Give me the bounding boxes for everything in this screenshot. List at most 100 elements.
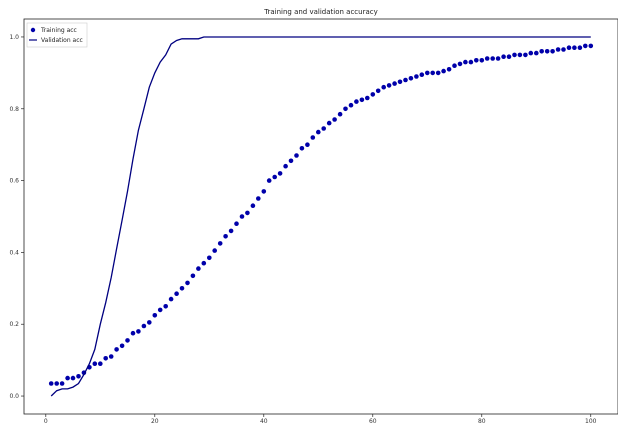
training-acc-point [446,67,452,72]
training-acc-point [381,84,387,90]
training-acc-point [136,329,141,334]
series-layer [48,36,594,397]
training-acc-point [310,135,316,140]
training-acc-point [534,50,539,56]
training-acc-point [419,72,425,77]
training-acc-point [425,70,430,76]
training-acc-point [212,248,217,253]
y-tick-label: 0.2 [9,321,19,328]
training-acc-point [190,273,196,279]
training-acc-point [539,49,544,54]
training-acc-point [435,70,441,76]
training-acc-point [261,189,267,194]
legend-training-label: Training acc [40,27,77,34]
training-acc-point [152,313,158,318]
training-acc-point [441,68,446,74]
training-acc-point [255,196,261,201]
training-acc-point [223,234,228,239]
training-acc-point [403,77,408,83]
training-acc-point [528,50,534,56]
x-tick-label: 60 [369,418,377,423]
training-acc-point [141,323,147,329]
training-acc-point [501,54,506,59]
training-acc-point [108,354,114,359]
training-acc-point [397,79,403,85]
training-acc-point [234,221,239,226]
plot-frame [23,18,618,415]
training-acc-point [207,255,212,261]
training-acc-point [375,88,381,94]
training-acc-point [348,102,354,108]
training-acc-point [365,95,370,101]
training-acc-point [228,228,234,234]
training-acc-point [506,54,512,59]
training-acc-point [92,361,98,367]
training-acc-point [130,330,136,336]
training-acc-point [65,375,70,381]
training-acc-point [163,304,168,309]
training-acc-point [512,52,517,58]
x-tick-label: 80 [478,418,486,423]
x-tick-label: 0 [44,418,48,423]
training-acc-point [490,56,496,61]
training-acc-point [283,163,288,169]
training-acc-point [321,126,327,131]
training-acc-point [544,49,550,54]
training-acc-point [370,92,376,97]
training-acc-point [337,111,343,117]
training-acc-point [179,286,185,291]
training-acc-point [555,47,561,52]
training-acc-point [566,45,572,50]
training-acc-point [168,296,174,302]
training-acc-point [103,356,108,361]
training-acc-point [114,347,119,352]
training-acc-point [316,129,321,135]
training-acc-point [484,56,490,61]
training-acc-point [76,374,81,379]
training-acc-point [495,56,501,61]
training-acc-point [174,291,179,297]
x-tick-label: 40 [260,418,268,423]
x-tick-label: 100 [585,418,597,423]
training-acc-point [408,76,414,81]
y-tick-label: 0.0 [9,393,19,400]
training-acc-point [98,361,103,367]
y-tick-label: 0.8 [9,106,19,113]
training-acc-point [463,59,468,65]
training-acc-point [125,338,130,343]
training-acc-point [277,171,283,176]
training-acc-point [48,381,54,386]
training-acc-point [147,320,152,325]
training-acc-point [239,214,245,219]
training-acc-point [70,375,76,381]
legend: Training acc Validation acc [26,22,88,48]
training-acc-point [572,45,577,50]
y-tick-label: 0.6 [9,178,19,185]
training-acc-point [577,45,583,50]
legend-training-marker [30,27,36,33]
training-acc-point [588,43,594,49]
training-acc-point [474,58,479,63]
training-acc-point [119,343,125,349]
training-acc-point [294,153,299,158]
training-acc-point [288,158,294,164]
training-acc-point [272,174,278,180]
training-acc-point [561,47,566,52]
y-tick-label: 0.4 [9,249,19,256]
training-acc-point [517,52,523,58]
legend-validation-label: Validation acc [41,37,83,44]
training-acc-point [245,210,250,216]
training-acc-point [157,307,163,313]
legend-box [26,22,88,48]
training-acc-point [305,142,310,147]
validation-acc-line [50,36,591,397]
chart-title: Training and validation accuracy [263,8,378,16]
training-acc-point [392,81,397,86]
training-acc-point [59,381,65,386]
x-tick-label: 20 [151,418,159,423]
training-acc-point [386,83,392,88]
training-acc-point [196,266,201,271]
training-acc-point [54,381,59,386]
training-acc-point [550,49,555,54]
